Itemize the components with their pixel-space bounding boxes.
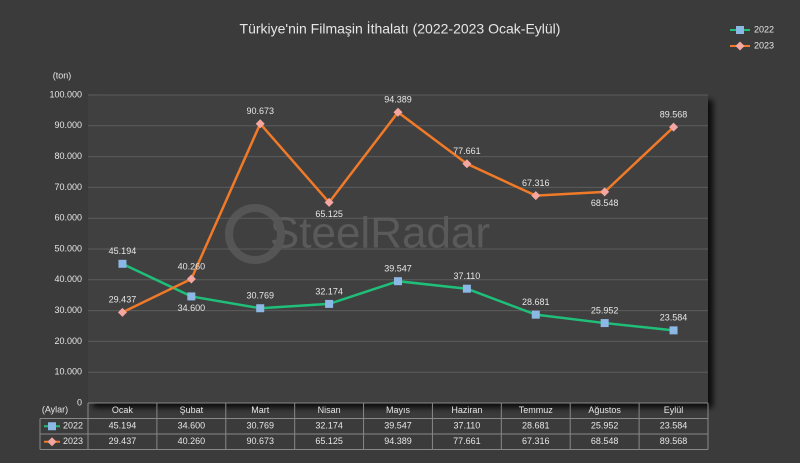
point-marker [394, 277, 402, 286]
table-cell: 90.673 [246, 436, 274, 446]
x-tick-label: Eylül [664, 405, 684, 415]
table-cell: 77.661 [453, 436, 481, 446]
x-tick-label: Ağustos [588, 405, 621, 415]
table-row-label: 2023 [63, 436, 83, 446]
table-cell: 30.769 [246, 421, 274, 431]
table-cell: 23.584 [660, 421, 688, 431]
point-marker [325, 299, 334, 308]
y-tick-label: 10.000 [54, 367, 82, 377]
data-label: 67.316 [522, 178, 550, 188]
y-tick-label: 60.000 [54, 213, 82, 223]
point-marker [600, 319, 609, 328]
table-row-label: 2022 [63, 421, 83, 431]
point-marker [531, 310, 540, 319]
y-tick-label: 20.000 [54, 336, 82, 346]
data-label: 40.260 [178, 261, 206, 271]
table-cell: 28.681 [522, 421, 550, 431]
table-cell: 94.389 [384, 436, 412, 446]
data-label: 32.174 [315, 286, 343, 296]
data-label: 89.568 [660, 110, 688, 120]
data-label: 25.952 [591, 305, 619, 315]
y-tick-label: 90.000 [54, 120, 82, 130]
data-label: 45.194 [109, 246, 137, 256]
data-label: 77.661 [453, 146, 481, 156]
x-axis-label: (Aylar) [42, 404, 68, 414]
point-marker [735, 41, 745, 51]
data-label: 65.125 [315, 209, 343, 219]
x-tick-label: Temmuz [519, 405, 554, 415]
y-axis-label: (ton) [53, 70, 72, 80]
x-tick-label: Haziran [451, 405, 482, 415]
watermark-logo [225, 204, 285, 264]
chart-title: Türkiye'nin Filmaşin İthalatı (2022-2023… [240, 20, 561, 37]
data-label: 28.681 [522, 297, 550, 307]
data-label: 29.437 [109, 295, 137, 305]
point-marker [393, 107, 403, 117]
x-tick-label: Nisan [318, 405, 341, 415]
point-marker [255, 119, 265, 129]
data-label: 23.584 [660, 313, 688, 323]
point-marker [669, 122, 679, 132]
point-marker [531, 191, 541, 201]
y-tick-label: 30.000 [54, 305, 82, 315]
table-cell: 32.174 [315, 421, 343, 431]
point-marker [462, 159, 472, 169]
x-tick-label: Mayıs [386, 405, 411, 415]
table-cell: 67.316 [522, 436, 550, 446]
table-cell: 37.110 [453, 421, 480, 431]
point-marker [600, 187, 610, 197]
table-cell: 89.568 [660, 436, 688, 446]
x-tick-label: Ocak [112, 405, 134, 415]
point-marker [186, 274, 196, 284]
y-tick-label: 80.000 [54, 151, 82, 161]
y-tick-label: 50.000 [54, 243, 82, 253]
point-marker [118, 259, 127, 268]
data-label: 39.547 [384, 264, 412, 274]
watermark: SteelRadar [270, 209, 490, 258]
table-cell: 68.548 [591, 436, 619, 446]
legend-label: 2023 [754, 40, 774, 50]
data-label: 30.769 [246, 291, 274, 301]
table-cell: 29.437 [109, 436, 137, 446]
y-tick-label: 0 [77, 397, 82, 407]
table-cell: 34.600 [178, 421, 206, 431]
table-cell: 65.125 [315, 436, 343, 446]
data-label: 94.389 [384, 95, 412, 105]
y-tick-label: 40.000 [54, 274, 82, 284]
data-label: 68.548 [591, 198, 619, 208]
table-cell: 45.194 [109, 421, 137, 431]
point-marker [47, 437, 57, 447]
y-tick-label: 100.000 [49, 89, 82, 99]
legend-label: 2022 [754, 24, 774, 34]
point-marker [669, 326, 678, 335]
data-label: 90.673 [246, 106, 274, 116]
data-label: 34.600 [178, 303, 206, 313]
x-tick-label: Mart [251, 405, 269, 415]
point-marker [324, 197, 334, 207]
point-marker [187, 292, 196, 301]
point-marker [462, 284, 471, 293]
y-tick-label: 70.000 [54, 182, 82, 192]
point-marker [48, 422, 56, 431]
point-marker [256, 304, 265, 313]
table-cell: 39.547 [384, 421, 412, 431]
data-label: 37.110 [453, 271, 480, 281]
table-cell: 40.260 [178, 436, 206, 446]
point-marker [736, 26, 744, 34]
table-cell: 25.952 [591, 421, 619, 431]
point-marker [117, 307, 127, 317]
x-tick-label: Şubat [180, 405, 204, 415]
